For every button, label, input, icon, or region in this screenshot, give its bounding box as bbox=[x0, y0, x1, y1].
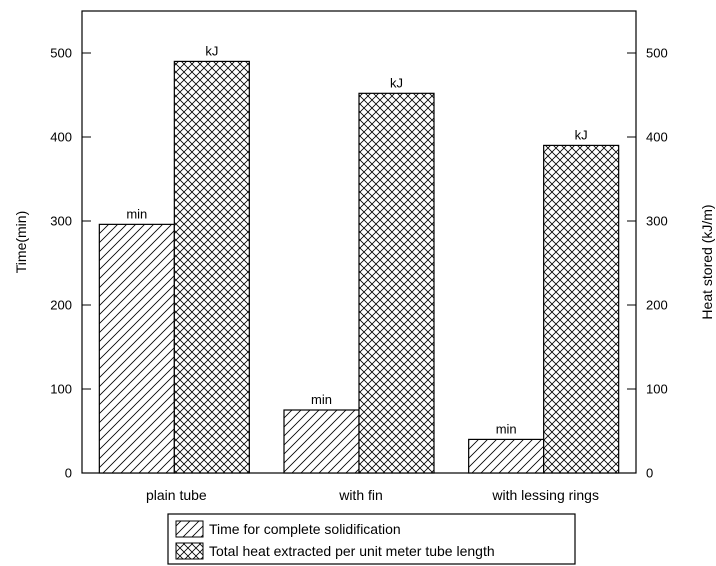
y2-tick-label: 100 bbox=[646, 382, 668, 397]
y2-tick-label: 300 bbox=[646, 214, 668, 229]
y2-axis-title: Heat stored (kJ/m) bbox=[699, 204, 715, 319]
y2-tick-label: 0 bbox=[646, 466, 653, 481]
bars-group: min kJ min kJ min kJ bbox=[98, 43, 620, 474]
y-tick-label: 400 bbox=[50, 130, 72, 145]
x-category-label: plain tube bbox=[146, 487, 207, 503]
bar-label-time: min bbox=[126, 206, 147, 221]
bar-time bbox=[468, 438, 545, 474]
x-category-label: with fin bbox=[338, 487, 383, 503]
y2-tick-label: 400 bbox=[646, 130, 668, 145]
bar-label-time: min bbox=[311, 392, 332, 407]
y2-tick-label: 200 bbox=[646, 298, 668, 313]
category-labels: plain tube with fin with lessing rings bbox=[146, 487, 599, 503]
bar-heat bbox=[543, 144, 620, 474]
y-axis-title: Time(min) bbox=[13, 211, 29, 273]
bar-heat bbox=[173, 60, 250, 474]
y-tick-label: 500 bbox=[50, 46, 72, 61]
bar-label-time: min bbox=[496, 421, 517, 436]
legend-swatch-heat bbox=[175, 542, 204, 560]
y-tick-label: 300 bbox=[50, 214, 72, 229]
legend-swatch-time bbox=[175, 520, 204, 538]
right-axis: 0 100 200 300 400 500 bbox=[627, 46, 668, 481]
y-tick-label: 200 bbox=[50, 298, 72, 313]
left-axis: 0 100 200 300 400 500 bbox=[50, 46, 91, 481]
bar-heat bbox=[358, 92, 435, 474]
bar-label-heat: kJ bbox=[390, 75, 403, 90]
legend-box bbox=[167, 513, 576, 565]
bar-time bbox=[98, 223, 175, 474]
y-tick-label: 100 bbox=[50, 382, 72, 397]
legend-label-heat: Total heat extracted per unit meter tube… bbox=[209, 543, 495, 559]
y-tick-label: 0 bbox=[65, 466, 72, 481]
bar-label-heat: kJ bbox=[575, 127, 588, 142]
legend: Time for complete solidification Total h… bbox=[167, 513, 576, 565]
x-category-label: with lessing rings bbox=[491, 487, 599, 503]
bar-time bbox=[283, 409, 360, 474]
legend-label-time: Time for complete solidification bbox=[209, 521, 401, 537]
bar-label-heat: kJ bbox=[205, 43, 218, 58]
y2-tick-label: 500 bbox=[646, 46, 668, 61]
